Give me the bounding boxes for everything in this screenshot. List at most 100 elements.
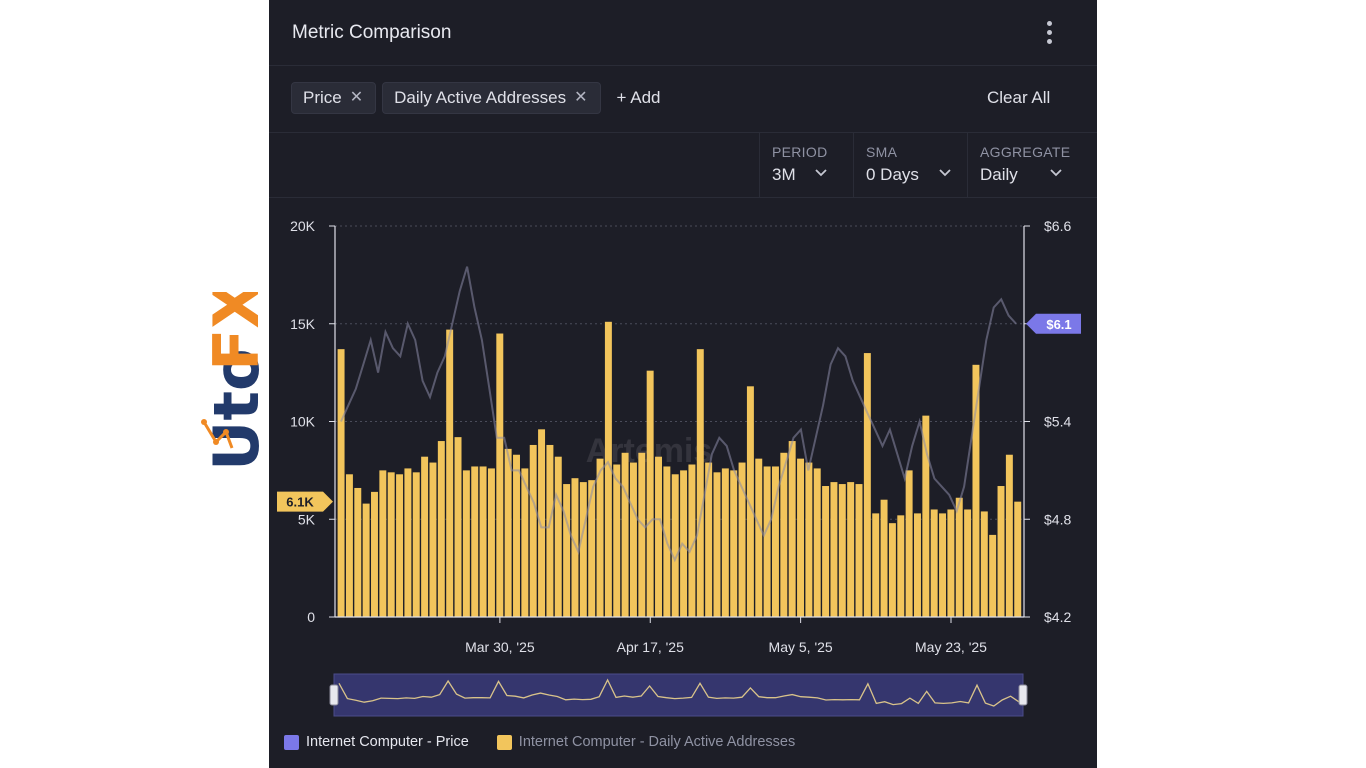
- metric-chip-label: Price: [303, 88, 342, 107]
- daa-bar: [596, 458, 604, 617]
- daa-bar: [730, 470, 738, 617]
- close-icon[interactable]: ✕: [349, 89, 364, 106]
- legend-swatch: [496, 734, 512, 750]
- navigator-sparkline: [338, 678, 1020, 707]
- aggregate-select[interactable]: AGGREGATE Daily: [967, 133, 1079, 197]
- daa-bar: [872, 513, 880, 617]
- daa-bar: [496, 333, 504, 617]
- left-axis-tick-label: 5K: [298, 511, 316, 527]
- daa-bar: [529, 444, 537, 617]
- daa-bar: [997, 486, 1005, 617]
- left-axis-tick-label: 15K: [290, 316, 316, 332]
- logo-uto-text: Uto: [200, 348, 266, 471]
- daa-bar: [337, 349, 345, 617]
- daa-bar: [513, 454, 520, 617]
- daa-bar: [563, 484, 571, 617]
- current-daa-label: 6.1K: [286, 495, 314, 510]
- daa-bar: [855, 484, 863, 617]
- kebab-vertical-icon[interactable]: [1039, 20, 1059, 46]
- daa-bar: [738, 462, 746, 617]
- sma-value: 0 Days: [866, 165, 919, 184]
- sma-label: SMA: [866, 144, 898, 160]
- daa-bar: [404, 468, 412, 617]
- period-select[interactable]: PERIOD 3M: [759, 133, 854, 197]
- daa-bar: [880, 499, 888, 617]
- daa-bar: [847, 482, 855, 617]
- metric-chips: Price ✕ Daily Active Addresses ✕ + Add: [291, 81, 660, 115]
- navigator-track[interactable]: [333, 673, 1024, 717]
- x-axis-tick-label: Mar 30, '25: [465, 639, 535, 655]
- daa-bar: [604, 321, 612, 617]
- daa-bar: [546, 444, 554, 617]
- current-value-tag-right: $6.1: [1026, 313, 1081, 334]
- daa-bar: [588, 480, 596, 617]
- daa-bar: [629, 462, 637, 617]
- metric-chip-price[interactable]: Price ✕: [291, 82, 377, 114]
- daa-bar: [763, 466, 771, 617]
- x-axis-tick-label: May 5, '25: [769, 639, 833, 655]
- daa-bar: [980, 511, 988, 617]
- daa-bar: [479, 466, 487, 617]
- chevron-down-icon: [1050, 169, 1062, 177]
- daa-bar: [688, 464, 696, 617]
- daa-bar: [655, 456, 662, 617]
- price-series-line: [340, 266, 1017, 563]
- range-navigator[interactable]: [329, 673, 1028, 717]
- metric-chip-daily-active-addresses[interactable]: Daily Active Addresses ✕: [382, 82, 601, 114]
- daa-bar: [613, 464, 621, 617]
- daa-bar: [955, 497, 963, 617]
- daa-bar: [504, 448, 512, 617]
- panel-header: Metric Comparison: [269, 0, 1097, 66]
- daa-bar: [412, 472, 420, 617]
- daa-bar: [830, 482, 838, 617]
- logo-arrow-icon: [202, 421, 234, 449]
- logo-fx-text: FX: [200, 292, 266, 371]
- chevron-down-icon: [939, 169, 951, 177]
- daa-bar: [797, 458, 805, 617]
- legend-item-daily-active-addresses[interactable]: Internet Computer - Daily Active Address…: [496, 734, 795, 750]
- right-axis-tick-label: $4.8: [1044, 511, 1071, 527]
- daa-bar: [888, 523, 896, 617]
- daa-bar: [947, 509, 955, 617]
- navigator-handle-right[interactable]: [1018, 684, 1028, 706]
- daa-bar: [972, 364, 980, 617]
- add-metric-button[interactable]: + Add: [616, 88, 661, 107]
- daa-bar: [421, 456, 429, 617]
- right-axis-tick-label: $4.2: [1044, 609, 1071, 625]
- daa-bar: [437, 441, 445, 617]
- daa-bar: [1005, 454, 1013, 617]
- daa-bar: [1014, 501, 1022, 617]
- daa-bar: [788, 441, 796, 617]
- daa-bar: [471, 466, 479, 617]
- left-axis-tick-label: 0: [307, 609, 315, 625]
- sma-select[interactable]: SMA 0 Days: [853, 133, 968, 197]
- metric-chip-label: Daily Active Addresses: [394, 88, 567, 107]
- daa-bar: [462, 470, 470, 617]
- daa-bar: [805, 462, 813, 617]
- daa-bar: [696, 349, 704, 617]
- daa-bar: [579, 482, 587, 617]
- daa-bar: [838, 484, 846, 617]
- daa-bar: [487, 468, 495, 617]
- daa-bar: [905, 470, 913, 617]
- daa-bar: [354, 487, 362, 617]
- panel-title: Metric Comparison: [292, 22, 452, 43]
- x-axis-tick-label: May 23, '25: [915, 639, 987, 655]
- clear-all-button[interactable]: Clear All: [987, 88, 1051, 107]
- daa-bar: [780, 452, 788, 617]
- daa-bar: [755, 458, 763, 617]
- legend-item-price[interactable]: Internet Computer - Price: [284, 734, 469, 750]
- navigator-handle-left[interactable]: [329, 684, 339, 706]
- left-axis-tick-label: 20K: [290, 218, 316, 234]
- daa-bar: [721, 468, 729, 617]
- daa-bar: [680, 470, 688, 617]
- daa-bar: [396, 474, 404, 617]
- close-icon[interactable]: ✕: [574, 89, 588, 106]
- aggregate-label: AGGREGATE: [980, 144, 1071, 160]
- utofx-logo: Uto FX: [200, 292, 266, 471]
- right-axis-tick-label: $5.4: [1044, 414, 1071, 430]
- metric-chart[interactable]: Artemis 20K$6.615K$610K$5.45K$4.80$4.2Ma…: [269, 200, 1097, 725]
- current-value-tag-left: 6.1K: [277, 491, 333, 512]
- daa-bar: [822, 486, 830, 617]
- daa-bar: [446, 329, 454, 617]
